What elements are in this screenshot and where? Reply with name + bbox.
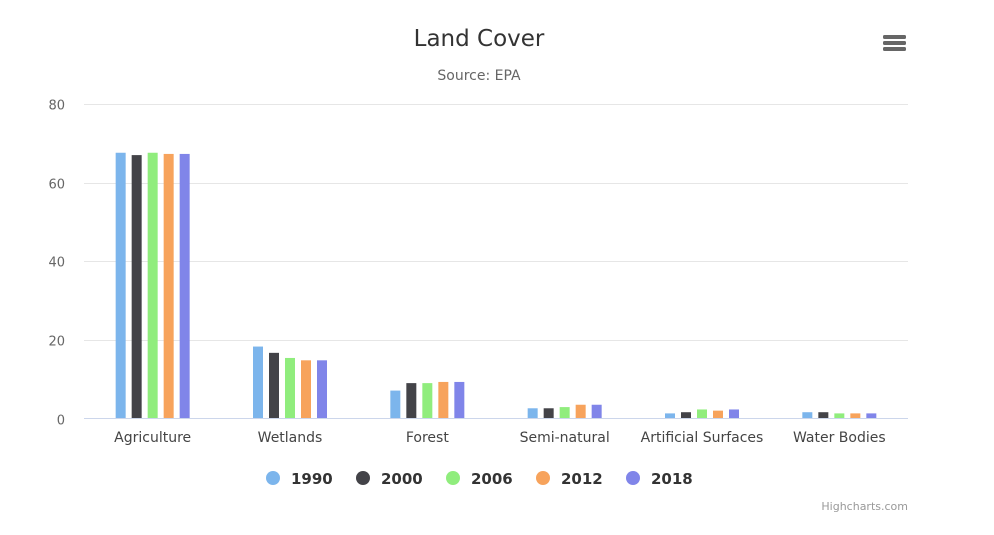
grid-lines	[84, 104, 908, 341]
legend-item-2012[interactable]: 2012	[536, 470, 603, 488]
x-tick-label: Semi-natural	[520, 430, 610, 446]
legend-symbol	[536, 471, 550, 485]
bar-2006[interactable]	[285, 357, 295, 419]
chart-title: Land Cover	[414, 26, 545, 52]
y-tick-label: 60	[48, 178, 65, 193]
x-tick-label: Agriculture	[114, 430, 191, 446]
x-tick-label: Artificial Surfaces	[641, 430, 764, 446]
bar-1990[interactable]	[390, 390, 401, 419]
bar-2018[interactable]	[729, 409, 739, 419]
bar-2012[interactable]	[575, 404, 586, 419]
chart-menu-button[interactable]	[878, 29, 910, 57]
legend-symbol	[356, 471, 370, 485]
bar-2012[interactable]	[301, 360, 311, 419]
legend-item-2018[interactable]: 2018	[626, 470, 693, 488]
bar-2000[interactable]	[543, 408, 554, 419]
y-tick-label: 20	[48, 335, 65, 350]
chart-subtitle: Source: EPA	[437, 68, 521, 84]
credits-link[interactable]: Highcharts.com	[821, 500, 908, 513]
bar-2018[interactable]	[866, 413, 877, 419]
bar-2012[interactable]	[713, 410, 723, 419]
bar-2018[interactable]	[317, 360, 327, 419]
bar-2006[interactable]	[559, 407, 570, 419]
bar-2000[interactable]	[131, 155, 142, 419]
bar-2006[interactable]	[834, 413, 845, 419]
y-tick-label: 0	[57, 414, 65, 429]
legend-label: 2018	[651, 470, 693, 488]
bar-2012[interactable]	[163, 153, 174, 419]
bar-1990[interactable]	[802, 412, 813, 419]
legend-label: 2000	[381, 470, 423, 488]
bar-2018[interactable]	[591, 404, 602, 419]
legend-symbol	[446, 471, 460, 485]
legend-item-2006[interactable]: 2006	[446, 470, 513, 488]
bar-2012[interactable]	[438, 381, 449, 419]
bar-2000[interactable]	[681, 412, 691, 419]
x-axis: Agriculture Wetlands Forest Semi-natural Art…	[114, 430, 886, 446]
y-axis: 0 20 40 60 80	[48, 99, 65, 429]
bar-2000[interactable]	[406, 383, 417, 419]
bar-2006[interactable]	[147, 152, 158, 419]
legend-item-2000[interactable]: 2000	[356, 470, 423, 488]
x-tick-label: Forest	[406, 430, 449, 446]
bar-2012[interactable]	[850, 413, 861, 419]
y-tick-label: 40	[48, 256, 65, 271]
legend-label: 2006	[471, 470, 513, 488]
bar-1990[interactable]	[115, 152, 126, 419]
bar-2006[interactable]	[422, 383, 433, 419]
legend-label: 2012	[561, 470, 603, 488]
legend-item-1990[interactable]: 1990	[266, 470, 333, 488]
bar-2018[interactable]	[454, 381, 465, 419]
hamburger-menu-icon	[883, 35, 906, 51]
bar-1990[interactable]	[527, 408, 538, 419]
y-tick-label: 80	[48, 99, 65, 114]
legend-symbol	[626, 471, 640, 485]
legend: 1990 2000 2006 2012 2018	[266, 470, 693, 488]
bar-1990[interactable]	[253, 346, 263, 419]
legend-symbol	[266, 471, 280, 485]
bar-2018[interactable]	[179, 153, 190, 419]
bar-2000[interactable]	[818, 412, 829, 419]
plot-area	[115, 152, 877, 419]
x-tick-label: Water Bodies	[793, 430, 886, 446]
x-tick-label: Wetlands	[258, 430, 323, 446]
legend-label: 1990	[291, 470, 333, 488]
bar-2006[interactable]	[697, 409, 707, 419]
bar-1990[interactable]	[665, 413, 675, 419]
bar-2000[interactable]	[269, 352, 279, 419]
